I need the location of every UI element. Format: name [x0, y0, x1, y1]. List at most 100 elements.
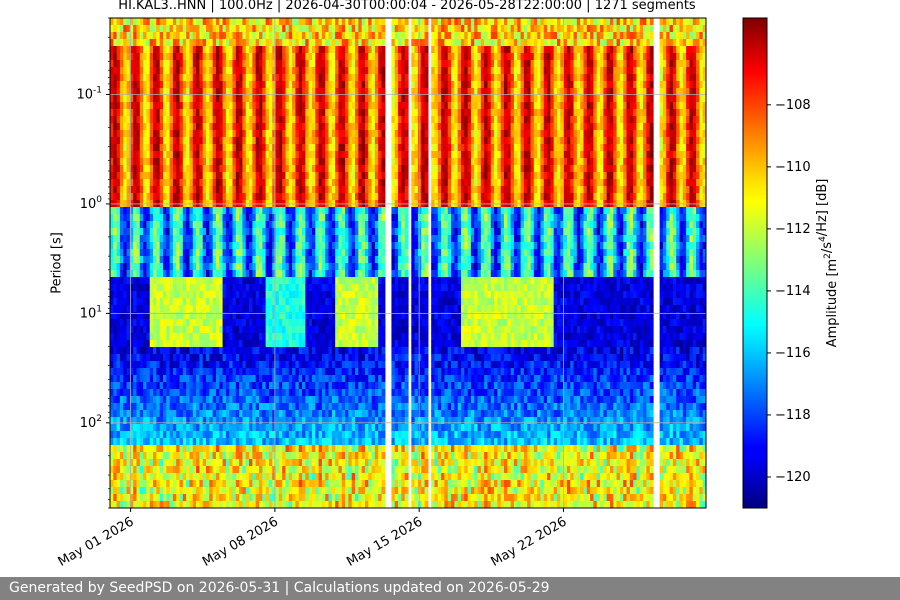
heatmap-cell	[176, 431, 181, 439]
heatmap-cell	[249, 144, 253, 152]
heatmap-cell	[149, 368, 154, 376]
heatmap-cell	[298, 60, 303, 68]
heatmap-cell	[133, 235, 138, 243]
heatmap-cell	[239, 242, 244, 250]
heatmap-cell	[176, 389, 181, 397]
heatmap-cell	[143, 305, 148, 313]
heatmap-cell	[295, 207, 300, 215]
heatmap-cell	[192, 312, 197, 320]
heatmap-cell	[189, 368, 194, 376]
heatmap-cell	[249, 172, 253, 180]
heatmap-cell	[206, 60, 210, 68]
heatmap-cell	[259, 445, 263, 453]
heatmap-cell	[129, 249, 134, 257]
heatmap-cell	[249, 417, 253, 425]
heatmap-cell	[146, 284, 151, 292]
heatmap-cell	[199, 193, 204, 201]
heatmap-cell	[139, 466, 144, 474]
heatmap-cell	[249, 102, 253, 110]
heatmap-cell	[192, 396, 197, 404]
heatmap-cell	[126, 256, 131, 264]
heatmap-cell	[222, 165, 227, 173]
heatmap-cell	[146, 452, 151, 460]
heatmap-cell	[116, 193, 121, 201]
heatmap-cell	[182, 263, 187, 271]
heatmap-cell	[136, 389, 141, 397]
heatmap-cell	[245, 137, 250, 145]
heatmap-cell	[196, 53, 200, 61]
heatmap-cell	[110, 319, 114, 327]
heatmap-cell	[265, 18, 270, 26]
heatmap-cell	[123, 109, 128, 117]
heatmap-cell	[275, 459, 280, 467]
heatmap-cell	[179, 158, 184, 166]
heatmap-cell	[162, 102, 167, 110]
heatmap-cell	[272, 298, 277, 306]
heatmap-cell	[229, 382, 234, 390]
heatmap-cell	[242, 186, 247, 194]
heatmap-cell	[139, 333, 144, 341]
heatmap-cell	[252, 375, 257, 383]
heatmap-cell	[249, 186, 253, 194]
heatmap-cell	[196, 193, 200, 201]
heatmap-cell	[222, 242, 227, 250]
heatmap-cell	[159, 410, 164, 418]
heatmap-cell	[116, 102, 121, 110]
heatmap-cell	[305, 214, 310, 222]
heatmap-cell	[259, 459, 263, 467]
heatmap-cell	[133, 81, 138, 89]
heatmap-cell	[219, 123, 224, 131]
heatmap-cell	[182, 144, 187, 152]
heatmap-cell	[288, 305, 293, 313]
heatmap-cell	[192, 480, 197, 488]
heatmap-cell	[209, 151, 214, 159]
heatmap-cell	[189, 172, 194, 180]
heatmap-cell	[215, 53, 220, 61]
heatmap-cell	[242, 382, 247, 390]
heatmap-cell	[162, 39, 167, 47]
heatmap-cell	[282, 340, 287, 348]
heatmap-cell	[278, 333, 283, 341]
heatmap-cell	[136, 60, 141, 68]
heatmap-cell	[295, 375, 300, 383]
heatmap-cell	[219, 53, 224, 61]
heatmap-cell	[186, 46, 191, 54]
heatmap-cell	[268, 277, 273, 285]
heatmap-cell	[129, 466, 134, 474]
heatmap-cell	[169, 466, 174, 474]
heatmap-cell	[202, 375, 207, 383]
heatmap-cell	[136, 214, 141, 222]
heatmap-cell	[265, 305, 270, 313]
heatmap-cell	[255, 186, 260, 194]
heatmap-cell	[126, 452, 131, 460]
heatmap-cell	[302, 368, 306, 376]
heatmap-cell	[232, 445, 237, 453]
heatmap-cell	[278, 186, 283, 194]
heatmap-cell	[235, 39, 240, 47]
heatmap-cell	[245, 480, 250, 488]
heatmap-cell	[249, 305, 253, 313]
heatmap-cell	[166, 480, 171, 488]
heatmap-cell	[129, 333, 134, 341]
heatmap-cell	[199, 179, 204, 187]
heatmap-cell	[295, 179, 300, 187]
heatmap-cell	[252, 109, 257, 117]
heatmap-cell	[202, 228, 207, 236]
heatmap-cell	[186, 382, 191, 390]
heatmap-cell	[222, 389, 227, 397]
heatmap-cell	[265, 249, 270, 257]
heatmap-cell	[298, 396, 303, 404]
heatmap-cell	[176, 305, 181, 313]
heatmap-cell	[133, 179, 138, 187]
heatmap-cell	[133, 347, 138, 355]
heatmap-cell	[139, 186, 144, 194]
heatmap-cell	[136, 382, 141, 390]
heatmap-cell	[259, 312, 263, 320]
heatmap-cell	[202, 340, 207, 348]
heatmap-cell	[199, 151, 204, 159]
heatmap-cell	[119, 263, 124, 271]
heatmap-cell	[176, 39, 181, 47]
heatmap-cell	[206, 25, 210, 33]
heatmap-cell	[288, 144, 293, 152]
heatmap-cell	[298, 263, 303, 271]
